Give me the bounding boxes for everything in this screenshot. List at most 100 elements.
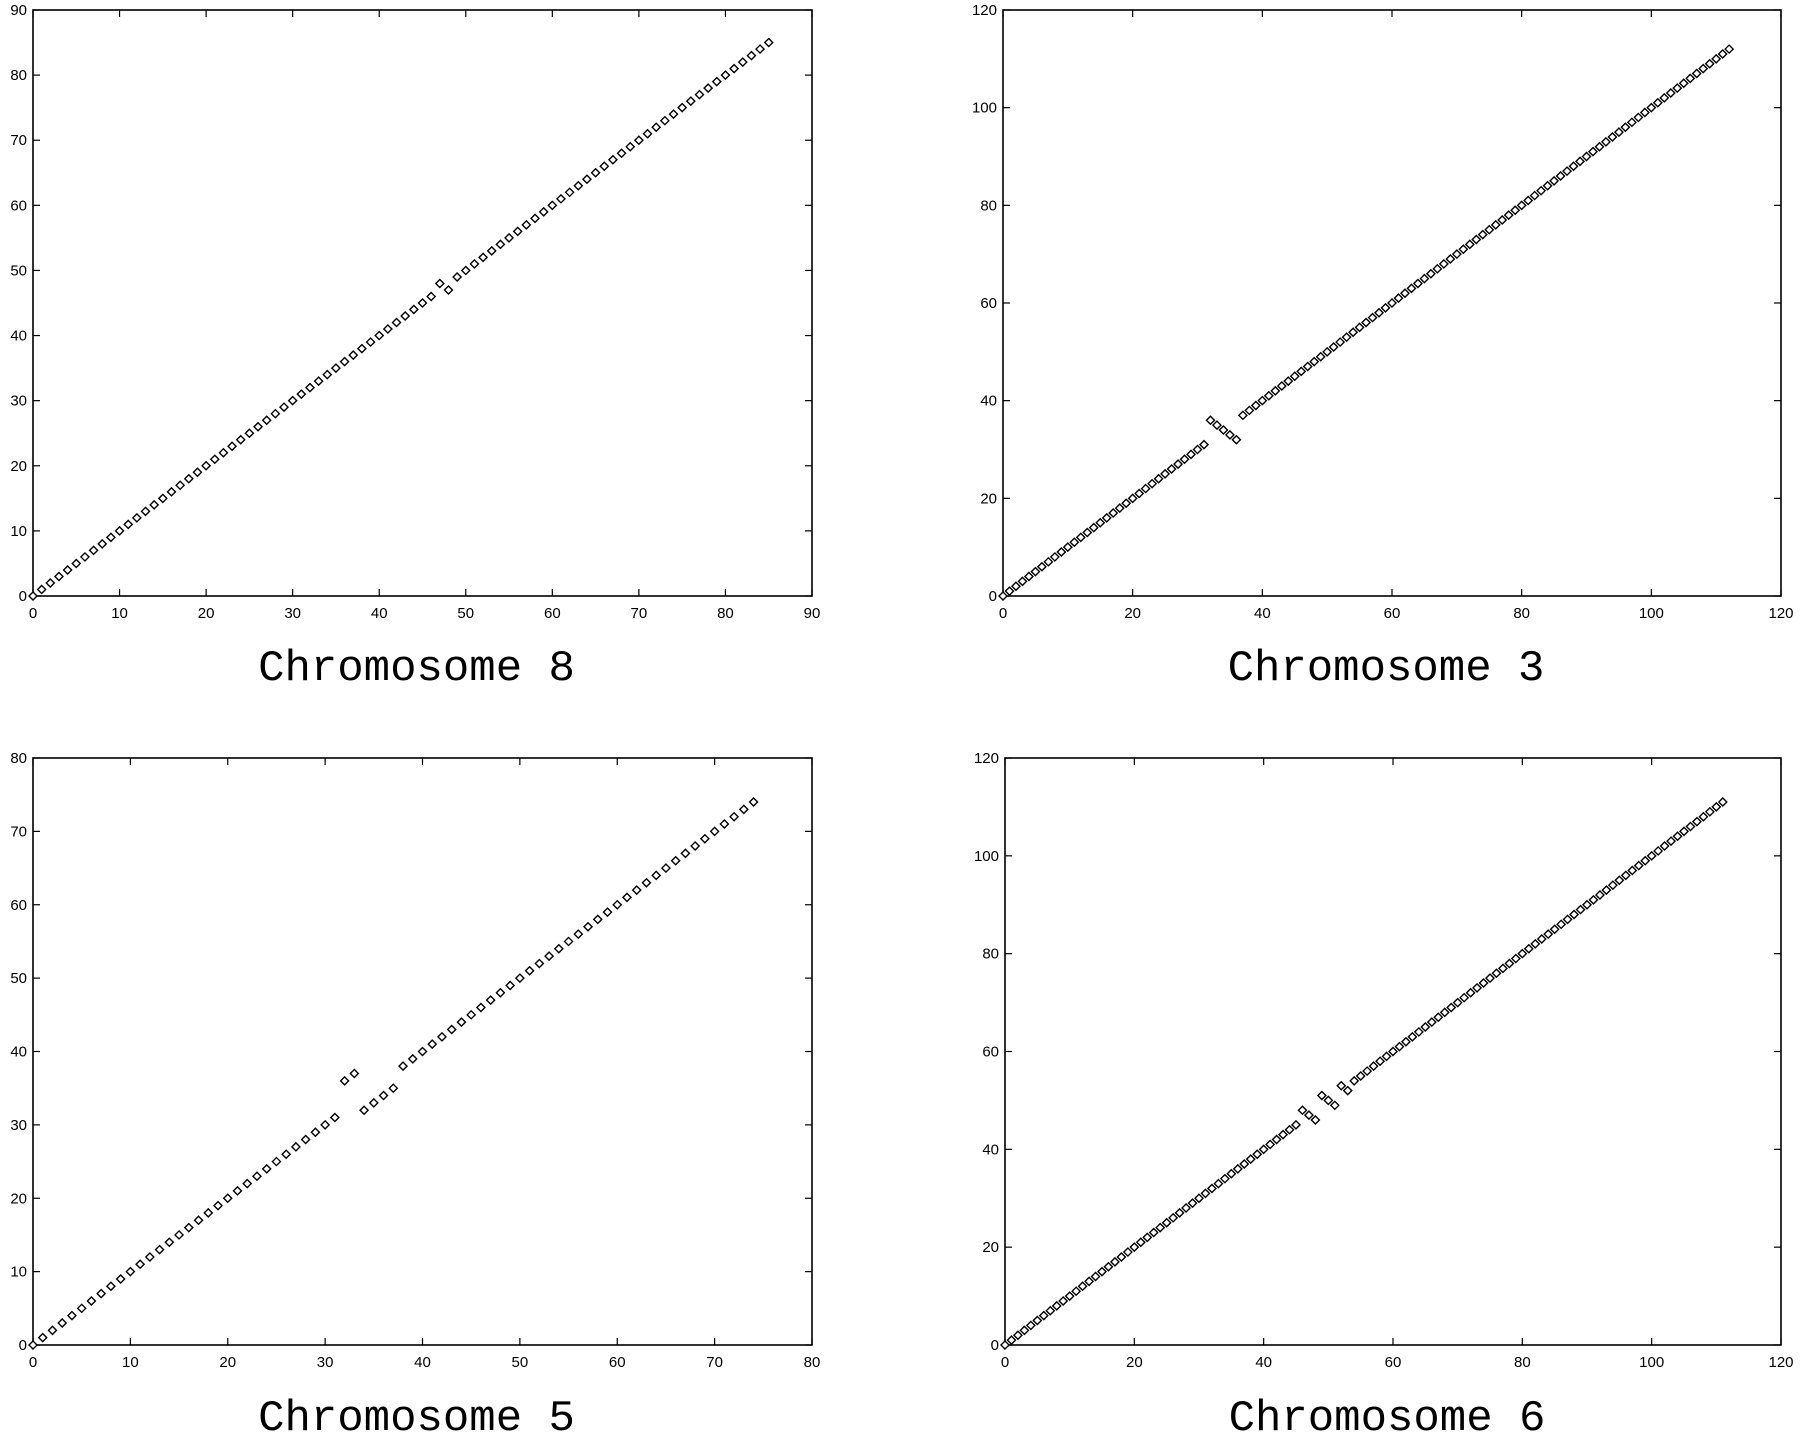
chromosome-3-data-point xyxy=(1160,468,1171,479)
chromosome-3-data-point xyxy=(1698,63,1709,74)
chromosome-3-data-point xyxy=(1704,58,1715,69)
chromosome-8-data-point xyxy=(763,37,774,48)
chromosome-8-data-point xyxy=(374,330,385,341)
chromosome-3-x-tick-label: 20 xyxy=(1124,605,1141,622)
chromosome-3-data-point xyxy=(1665,88,1676,99)
chromosome-8-y-tick-label: 50 xyxy=(10,262,27,279)
chromosome-6-data-point xyxy=(1413,1026,1424,1037)
chromosome-8-data-point xyxy=(382,324,393,335)
chromosome-5-x-tick-label: 50 xyxy=(512,1354,529,1371)
chromosome-5-data-point xyxy=(553,943,564,954)
chromosome-6-data-point xyxy=(1109,1256,1120,1267)
chromosome-3-data-point xyxy=(1218,424,1229,435)
chromosome-5-data-point xyxy=(660,863,671,874)
chromosome-3-data-point xyxy=(1341,332,1352,343)
chromosome-8-data-point xyxy=(45,577,56,588)
chromosome-6-data-point xyxy=(1420,1022,1431,1033)
chromosome-8-data-point xyxy=(607,154,618,165)
chromosome-8-data-point xyxy=(478,252,489,263)
chromosome-8-data-point xyxy=(348,350,359,361)
chromosome-5-data-point xyxy=(57,1317,68,1328)
chromosome-8-data-point xyxy=(408,304,419,315)
chromosome-8-data-point xyxy=(443,284,454,295)
chromosome-8-data-point xyxy=(114,525,125,536)
chromosome-5-y-tick-label: 50 xyxy=(10,970,27,987)
chromosome-6-data-point xyxy=(1452,997,1463,1008)
chromosome-6-title: Chromosome 6 xyxy=(1229,1394,1546,1433)
chromosome-8-panel: 0 10 20 30 40 50 60 70 80 90 0 10 20 30 40 50 60 70 80 90 Ch… xyxy=(10,2,820,694)
chromosome-6-data-point xyxy=(1478,978,1489,989)
chromosome-8-data-point xyxy=(296,389,307,400)
chromosome-6-data-point xyxy=(1084,1276,1095,1287)
chromosome-5-data-point xyxy=(641,877,652,888)
chromosome-8-data-point xyxy=(313,376,324,387)
chromosome-8-data-point xyxy=(79,551,90,562)
chromosome-3-x-tick-label: 60 xyxy=(1384,605,1401,622)
chromosome-5-data-point xyxy=(329,1112,340,1123)
chromosome-6-data-point xyxy=(1704,806,1715,817)
chromosome-5-x-tick-label: 60 xyxy=(609,1354,626,1371)
chromosome-8-data-point xyxy=(530,213,541,224)
chromosome-5-data-point xyxy=(534,958,545,969)
chromosome-3-data-point xyxy=(1263,390,1274,401)
chromosome-3-data-point xyxy=(1562,166,1573,177)
chromosome-3-data-point xyxy=(1387,298,1397,308)
chromosome-5-data-point xyxy=(339,1075,350,1086)
chromosome-6-data-point xyxy=(1265,1139,1276,1150)
chromosome-5-data-point xyxy=(261,1163,272,1174)
chromosome-3-data-point xyxy=(1575,156,1586,167)
chromosome-8-data-point xyxy=(642,128,653,139)
chromosome-3-data-point xyxy=(1062,542,1073,553)
chromosome-5-data-point xyxy=(398,1061,409,1072)
chromosome-8-data-point xyxy=(755,44,766,55)
chromosome-3-data-point xyxy=(1685,73,1696,84)
chromosome-3-data-point xyxy=(1399,288,1410,299)
chromosome-8-x-tick-label: 30 xyxy=(284,605,301,622)
chromosome-5-y-tick-label: 80 xyxy=(10,750,27,767)
chromosome-6-data-point xyxy=(1368,1061,1379,1072)
chromosome-3-data-point xyxy=(1367,312,1378,323)
chromosome-8-data-point xyxy=(555,193,566,204)
chromosome-5-data-point xyxy=(378,1090,389,1101)
chromosome-6-data-point xyxy=(1284,1124,1295,1135)
chromosome-3-data-point xyxy=(1289,371,1300,382)
chromosome-5-data-point xyxy=(368,1097,379,1108)
chromosome-6-data-point xyxy=(1258,1144,1269,1155)
chromosome-5-data-point xyxy=(699,833,710,844)
chromosome-3-data-point xyxy=(1607,131,1618,142)
chromosome-3-data-point xyxy=(1173,459,1184,470)
chromosome-8-data-point xyxy=(365,337,376,348)
chromosome-6-data-point xyxy=(1594,889,1605,900)
chromosome-3-data-point xyxy=(1711,53,1722,64)
chromosome-5-x-tick-label: 70 xyxy=(706,1354,723,1371)
chromosome-3-data-point xyxy=(1101,512,1112,523)
chromosome-8-data-point xyxy=(218,447,229,458)
chromosome-3-data-point xyxy=(998,591,1008,601)
chromosome-8-data-point xyxy=(131,512,142,523)
chromosome-3-data-point xyxy=(1075,532,1086,543)
chromosome-5-data-point xyxy=(651,870,662,881)
chromosome-5-data-point xyxy=(183,1222,194,1233)
chromosome-5-data-point xyxy=(135,1259,146,1270)
chromosome-5-data-point xyxy=(213,1200,224,1211)
chromosome-3-data-point xyxy=(1613,127,1624,138)
chromosome-3-data-point xyxy=(1153,473,1164,484)
chromosome-6-data-point xyxy=(1032,1315,1043,1326)
chromosome-6-x-tick-label: 120 xyxy=(1768,1354,1793,1371)
chromosome-3-data-point xyxy=(1335,337,1346,348)
chromosome-6-data-point xyxy=(1181,1203,1192,1214)
chromosome-5-data-point xyxy=(125,1266,136,1277)
chromosome-6-data-point xyxy=(1672,831,1683,842)
chromosome-6-y-tick-label: 80 xyxy=(982,946,999,963)
chromosome-6-data-point xyxy=(1226,1168,1237,1179)
chromosome-6-data-point xyxy=(1019,1325,1030,1336)
chromosome-6-y-tick-label: 0 xyxy=(991,1337,999,1354)
chromosome-3-data-point xyxy=(1069,537,1080,548)
chromosome-6-data-point xyxy=(1679,826,1689,837)
chromosome-5-x-tick-label: 40 xyxy=(414,1354,431,1371)
chromosome-8-data-point xyxy=(209,454,220,465)
chromosome-6-data-point xyxy=(1433,1012,1444,1023)
chromosome-8-data-point xyxy=(105,532,116,543)
chromosome-3-data-point xyxy=(1549,175,1560,186)
chromosome-8-x-tick-label: 50 xyxy=(457,605,474,622)
